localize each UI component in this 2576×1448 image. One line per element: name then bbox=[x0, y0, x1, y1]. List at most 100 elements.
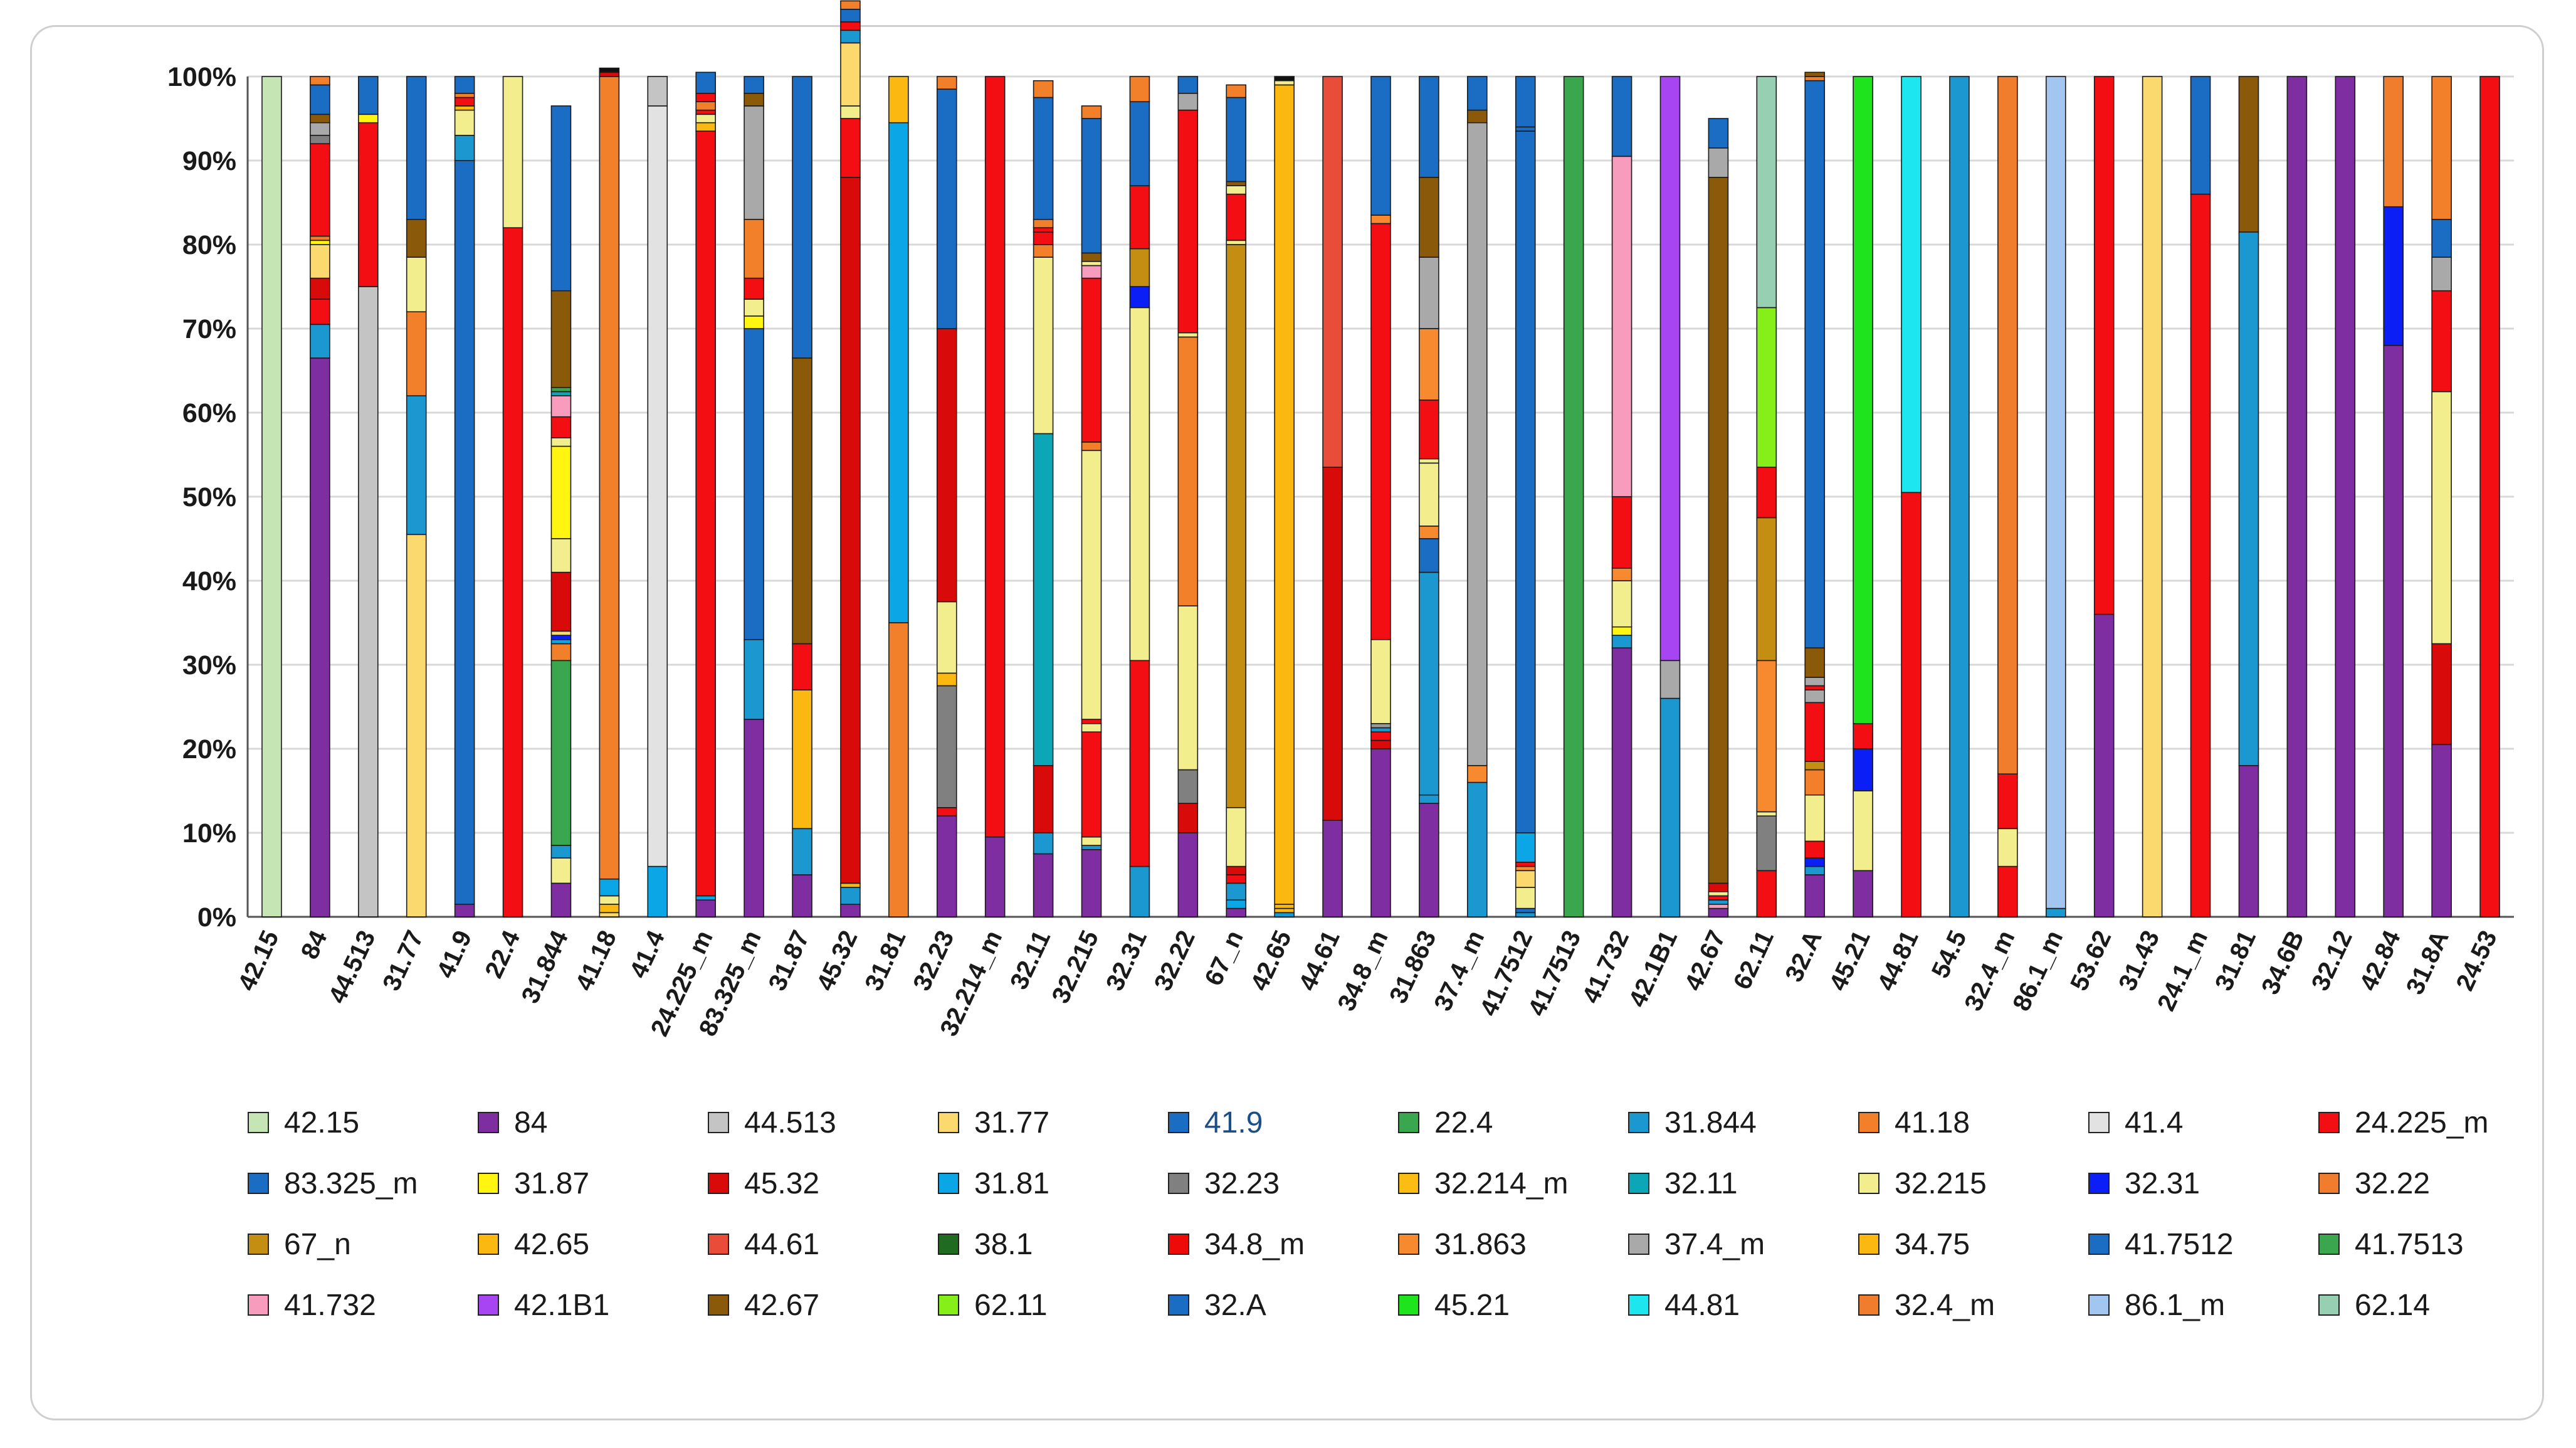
bar-segment bbox=[2479, 76, 2500, 917]
bar-segment bbox=[888, 622, 909, 917]
bar-segment bbox=[2431, 290, 2452, 393]
legend-label: 83.325_m bbox=[284, 1166, 418, 1200]
legend-item: 31.87 bbox=[478, 1165, 589, 1202]
y-tick-label: 100% bbox=[167, 62, 236, 92]
legend-item: 44.81 bbox=[1628, 1286, 1740, 1324]
legend-swatch bbox=[1628, 1294, 1649, 1316]
bar-segment bbox=[1708, 907, 1729, 917]
legend-swatch bbox=[248, 1294, 269, 1316]
bar-segment bbox=[744, 638, 764, 720]
legend-label: 42.15 bbox=[284, 1106, 360, 1139]
bar-segment bbox=[936, 328, 957, 603]
legend-item: 44.513 bbox=[708, 1104, 836, 1141]
legend-label: 32.31 bbox=[2125, 1166, 2200, 1200]
bar-stack bbox=[1997, 76, 2018, 917]
bar-segment bbox=[357, 286, 379, 917]
bar-segment bbox=[1370, 727, 1391, 732]
legend-swatch bbox=[248, 1112, 269, 1133]
bar-segment bbox=[550, 638, 572, 645]
bar-segment bbox=[550, 105, 572, 292]
legend-item: 34.75 bbox=[1858, 1225, 1970, 1263]
bar-segment bbox=[1033, 244, 1054, 258]
bar-stack bbox=[840, 0, 861, 917]
x-tick-label: 32.12 bbox=[2306, 926, 2358, 995]
bar-segment bbox=[599, 904, 620, 914]
bar-stack bbox=[1129, 76, 1150, 917]
bar-segment bbox=[1804, 874, 1826, 917]
legend-swatch bbox=[1168, 1173, 1189, 1194]
bar-segment bbox=[695, 895, 716, 901]
legend-item: 41.9 bbox=[1168, 1104, 1263, 1141]
bar-segment bbox=[2238, 765, 2259, 917]
legend-item: 32.23 bbox=[1168, 1165, 1280, 1202]
bar-segment bbox=[1419, 571, 1439, 796]
bar-segment bbox=[1226, 882, 1247, 901]
bar-segment bbox=[1611, 568, 1632, 581]
bar-segment bbox=[1081, 441, 1102, 452]
bar-segment bbox=[550, 395, 572, 418]
bar-segment bbox=[1129, 76, 1150, 103]
bar-segment bbox=[1129, 307, 1150, 662]
bar-segment bbox=[1467, 76, 1488, 111]
y-tick-label: 60% bbox=[182, 398, 236, 428]
bar-segment bbox=[1467, 781, 1488, 917]
bar-segment bbox=[744, 105, 764, 220]
legend-label: 32.11 bbox=[1664, 1166, 1738, 1200]
bar-segment bbox=[2046, 907, 2066, 917]
x-tick-label: 42.84 bbox=[2355, 926, 2406, 995]
bar-segment bbox=[1177, 803, 1199, 833]
bar-segment bbox=[1322, 76, 1343, 468]
legend-label: 31.87 bbox=[514, 1166, 590, 1200]
bar-segment bbox=[1419, 538, 1439, 573]
bar-stack bbox=[2142, 76, 2163, 917]
bar-stack bbox=[936, 76, 957, 917]
bar-stack bbox=[1949, 76, 1970, 917]
bar-segment bbox=[1756, 307, 1777, 468]
bar-segment bbox=[1370, 214, 1391, 225]
x-tick-label: 32.23 bbox=[908, 926, 959, 995]
bar-segment bbox=[1177, 76, 1199, 94]
bar-segment bbox=[406, 256, 427, 313]
bar-segment bbox=[2093, 613, 2115, 917]
legend-label: 31.863 bbox=[1434, 1227, 1527, 1261]
x-tick-label: 31.77 bbox=[377, 926, 429, 995]
bar-segment bbox=[550, 660, 572, 846]
bar-stack bbox=[454, 76, 475, 917]
legend-swatch bbox=[1858, 1294, 1879, 1316]
y-tick-label: 50% bbox=[182, 482, 236, 512]
bar-segment bbox=[454, 76, 475, 94]
legend-item: 38.1 bbox=[938, 1225, 1033, 1263]
bar-segment bbox=[1515, 870, 1536, 888]
x-tick-label: 42.65 bbox=[1246, 926, 1297, 995]
legend-swatch bbox=[1168, 1234, 1189, 1255]
bar-segment bbox=[406, 534, 427, 917]
legend-label: 34.8_m bbox=[1204, 1227, 1305, 1261]
bar-segment bbox=[1419, 794, 1439, 804]
legend-swatch bbox=[2088, 1112, 2110, 1133]
bar-segment bbox=[695, 109, 716, 115]
legend-swatch bbox=[1628, 1112, 1649, 1133]
bar-segment bbox=[1515, 907, 1536, 914]
bar-stack bbox=[2431, 76, 2452, 917]
bar-segment bbox=[1708, 118, 1729, 149]
bar-segment bbox=[1659, 660, 1681, 699]
bar-segment bbox=[1611, 580, 1632, 628]
legend-label: 44.61 bbox=[744, 1227, 820, 1261]
legend-item: 31.81 bbox=[938, 1165, 1049, 1202]
legend-label: 37.4_m bbox=[1664, 1227, 1765, 1261]
legend-label: 31.844 bbox=[1664, 1106, 1757, 1139]
bar-segment bbox=[792, 874, 812, 917]
bar-segment bbox=[840, 105, 861, 119]
bar-segment bbox=[1274, 912, 1295, 917]
legend-item: 32.A bbox=[1168, 1286, 1266, 1324]
bar-segment bbox=[840, 904, 861, 917]
bar-segment bbox=[1129, 865, 1150, 917]
bar-segment bbox=[550, 571, 572, 632]
bar-segment bbox=[550, 845, 572, 859]
legend-swatch bbox=[2088, 1294, 2110, 1316]
legend-swatch bbox=[708, 1112, 729, 1133]
y-tick-label: 40% bbox=[182, 566, 236, 596]
legend-swatch bbox=[1398, 1173, 1419, 1194]
legend-item: 32.215 bbox=[1858, 1165, 1987, 1202]
bar-segment bbox=[792, 643, 812, 690]
